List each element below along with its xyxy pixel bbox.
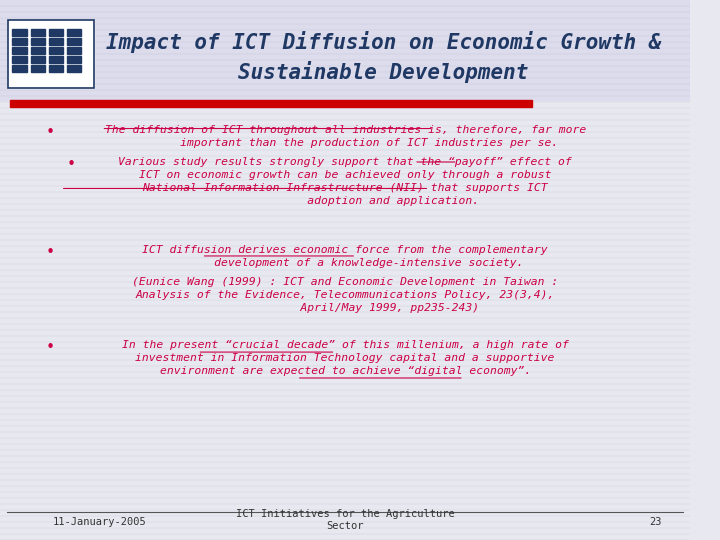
Bar <box>49 65 63 72</box>
Text: Various study results strongly support that the “payoff” effect of: Various study results strongly support t… <box>118 157 572 167</box>
Bar <box>49 29 63 36</box>
Text: important than the production of ICT industries per se.: important than the production of ICT ind… <box>132 138 558 148</box>
Text: adoption and application.: adoption and application. <box>211 196 480 206</box>
Text: •: • <box>46 125 55 140</box>
Bar <box>31 56 45 63</box>
Bar <box>67 65 81 72</box>
Text: ICT Initiatives for the Agriculture
Sector: ICT Initiatives for the Agriculture Sect… <box>235 509 454 531</box>
Bar <box>31 38 45 45</box>
Bar <box>67 29 81 36</box>
Text: 23: 23 <box>649 517 662 527</box>
Bar <box>8 20 94 88</box>
Text: investment in Information Technology capital and a supportive: investment in Information Technology cap… <box>135 353 555 363</box>
Text: National Information Infrastructure (NII) that supports ICT: National Information Infrastructure (NII… <box>143 183 548 193</box>
Text: Analysis of the Evidence, Telecommunications Policy, 23(3,4),: Analysis of the Evidence, Telecommunicat… <box>135 290 555 300</box>
Text: ICT on economic growth can be achieved only through a robust: ICT on economic growth can be achieved o… <box>139 170 552 180</box>
Text: Sustainable Development: Sustainable Development <box>238 61 528 83</box>
Bar <box>12 29 27 36</box>
Text: In the present “crucial decade” of this millenium, a high rate of: In the present “crucial decade” of this … <box>122 340 569 350</box>
Text: 11-January-2005: 11-January-2005 <box>53 517 146 527</box>
Bar <box>49 38 63 45</box>
Text: ICT diffusion derives economic force from the complementary: ICT diffusion derives economic force fro… <box>143 245 548 255</box>
Text: •: • <box>46 245 55 260</box>
Bar <box>9 100 532 107</box>
Bar <box>12 65 27 72</box>
Bar <box>67 56 81 63</box>
Text: The diffusion of ICT throughout all industries is, therefore, far more: The diffusion of ICT throughout all indu… <box>104 125 586 135</box>
Bar <box>12 47 27 54</box>
Bar <box>67 47 81 54</box>
Bar <box>0 0 690 100</box>
Text: (Eunice Wang (1999) : ICT and Economic Development in Taiwan :: (Eunice Wang (1999) : ICT and Economic D… <box>132 277 558 287</box>
Text: Impact of ICT Diffusion on Economic Growth &: Impact of ICT Diffusion on Economic Grow… <box>106 31 661 53</box>
Bar <box>12 38 27 45</box>
Text: April/May 1999, pp235-243): April/May 1999, pp235-243) <box>211 303 480 313</box>
Bar <box>12 56 27 63</box>
Bar <box>49 47 63 54</box>
Bar <box>67 38 81 45</box>
Text: •: • <box>67 157 76 172</box>
Text: environment are expected to achieve “digital economy”.: environment are expected to achieve “dig… <box>160 366 531 376</box>
Bar <box>8 20 94 88</box>
Text: •: • <box>46 340 55 355</box>
Bar <box>31 65 45 72</box>
Bar <box>31 47 45 54</box>
Text: development of a knowledge-intensive society.: development of a knowledge-intensive soc… <box>166 258 524 268</box>
Bar <box>31 29 45 36</box>
Bar <box>49 56 63 63</box>
Text: NIC: NIC <box>42 75 59 84</box>
